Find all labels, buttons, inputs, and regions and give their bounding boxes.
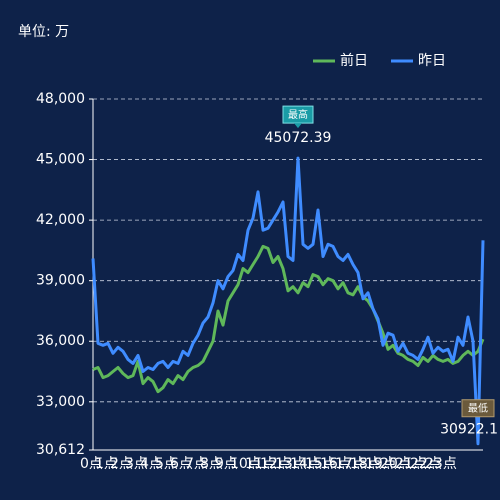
x-tick-label: 20点 <box>380 456 412 472</box>
max-value-label: 45072.39 <box>265 130 332 146</box>
chart-title: 单位: 万 <box>18 24 69 40</box>
x-tick-label: 5点 <box>155 456 178 472</box>
series-line <box>91 156 485 446</box>
x-tick-label: 15点 <box>305 456 337 472</box>
x-tick-label: 8点 <box>200 456 223 472</box>
series-line <box>92 244 485 394</box>
x-tick-label: 7点 <box>185 456 208 472</box>
x-tick-label: 12点 <box>260 456 292 472</box>
y-tick-label: 36,000 <box>36 333 85 349</box>
x-tick-label: 3点 <box>125 456 148 472</box>
y-tick-label: 33,000 <box>36 394 85 410</box>
y-tick-label: 42,000 <box>36 212 85 228</box>
y-tick-label: 48,000 <box>36 91 85 107</box>
x-tick-label: 9点 <box>215 456 238 472</box>
legend-label: 昨日 <box>418 53 446 69</box>
x-tick-label: 14点 <box>290 456 322 472</box>
x-tick-label: 0点 <box>80 456 103 472</box>
x-tick-label: 16点 <box>320 456 352 472</box>
x-tick-label: 11点 <box>245 456 277 472</box>
min-badge <box>461 399 495 418</box>
y-tick-label: 30,612 <box>36 442 85 458</box>
x-tick-label: 18点 <box>350 456 382 472</box>
x-tick-label: 4点 <box>140 456 163 472</box>
x-tick-label: 2点 <box>110 456 133 472</box>
x-tick-label: 21点 <box>395 456 427 472</box>
max-badge-label: 最高 <box>288 108 308 121</box>
min-badge-label: 最低 <box>468 402 488 415</box>
x-tick-label: 6点 <box>170 456 193 472</box>
max-pointer <box>294 123 302 129</box>
x-tick-label: 22点 <box>410 456 442 472</box>
x-tick-label: 23点 <box>425 456 457 472</box>
x-tick-label: 10点 <box>230 456 262 472</box>
x-tick-label: 13点 <box>275 456 307 472</box>
min-value-label: 30922.1 <box>440 422 498 438</box>
y-tick-label: 39,000 <box>36 273 85 289</box>
legend-label: 前日 <box>340 52 368 69</box>
x-tick-label: 17点 <box>335 456 367 472</box>
x-tick-label: 19点 <box>365 456 397 472</box>
x-tick-label: 1点 <box>95 456 118 472</box>
y-tick-label: 45,000 <box>36 152 85 168</box>
